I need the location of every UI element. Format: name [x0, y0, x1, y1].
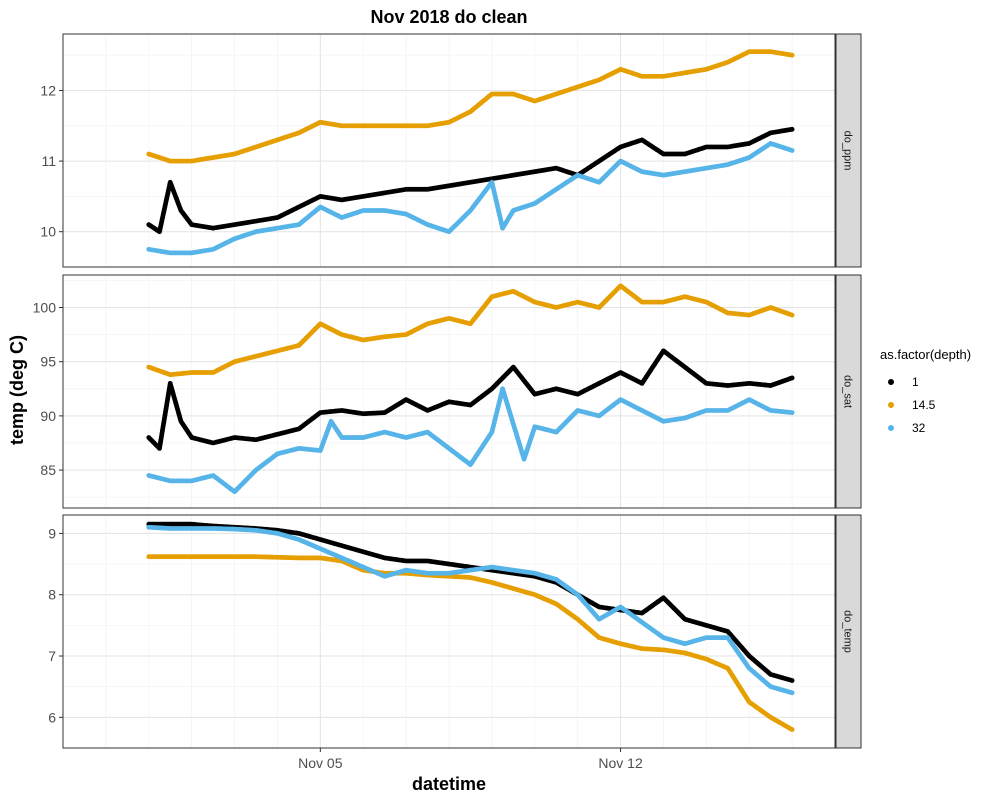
- y-tick-label: 95: [40, 354, 56, 370]
- series-32: [146, 386, 795, 495]
- legend-label: 32: [912, 421, 926, 435]
- series-14.5: [146, 554, 795, 733]
- series-14.5: [146, 49, 795, 164]
- facet-strip: [835, 33, 862, 268]
- data-point: [789, 126, 795, 132]
- legend: as.factor(depth) 1 14.5 32: [880, 347, 971, 435]
- y-tick-label: 90: [40, 408, 56, 424]
- facet-panel-do_ppm: 10 11 12 do_ppm: [40, 33, 862, 268]
- legend-key-32: [888, 425, 894, 431]
- facet-panel-do_sat: 85 90 95 100 do_sat: [33, 274, 862, 509]
- legend-key-1: [888, 379, 894, 385]
- y-tick-label: 100: [33, 300, 57, 316]
- data-point: [789, 678, 795, 683]
- facet-strip: [835, 514, 862, 749]
- facet-strip-label: do_temp: [842, 610, 854, 653]
- chart-title: Nov 2018 do clean: [370, 7, 527, 27]
- panel-border: [62, 33, 836, 268]
- data-point: [789, 375, 795, 381]
- y-tick-label: 8: [48, 587, 56, 603]
- y-axis-title: temp (deg C): [7, 335, 27, 445]
- y-tick-label: 6: [48, 709, 56, 725]
- y-tick-label: 11: [41, 153, 56, 169]
- y-tick-label: 12: [40, 82, 56, 98]
- series-14.5: [146, 283, 795, 378]
- legend-label: 14.5: [912, 398, 936, 412]
- x-tick-label: Nov 12: [598, 755, 643, 771]
- panel-border: [62, 514, 836, 749]
- facet-strip: [835, 274, 862, 509]
- series-32: [146, 141, 795, 256]
- facet-panel-do_temp: 6 7 8 9 do_temp: [48, 514, 862, 749]
- facet-strip-label: do_ppm: [842, 131, 854, 171]
- y-tick-label: 85: [40, 462, 56, 478]
- data-point: [789, 52, 795, 58]
- data-point: [789, 690, 795, 696]
- legend-label: 1: [912, 375, 919, 389]
- y-tick-label: 10: [40, 224, 56, 240]
- x-tick-label: Nov 05: [298, 755, 343, 771]
- x-axis-title: datetime: [412, 774, 486, 794]
- facet-panels: 10 11 12 do_ppm 85 90 95 100 do_sat 6 7 8 9 do_temp: [33, 33, 862, 749]
- legend-title: as.factor(depth): [880, 347, 971, 362]
- legend-key-14.5: [888, 402, 894, 408]
- y-tick-label: 9: [48, 525, 56, 541]
- panel-border: [62, 274, 836, 509]
- series-1: [146, 126, 795, 235]
- series-1: [146, 348, 795, 451]
- y-tick-label: 7: [48, 648, 56, 664]
- data-point: [789, 727, 795, 733]
- data-point: [789, 410, 795, 416]
- series-32: [146, 524, 795, 696]
- data-point: [789, 312, 795, 318]
- facet-strip-label: do_sat: [842, 375, 854, 408]
- data-point: [789, 148, 795, 153]
